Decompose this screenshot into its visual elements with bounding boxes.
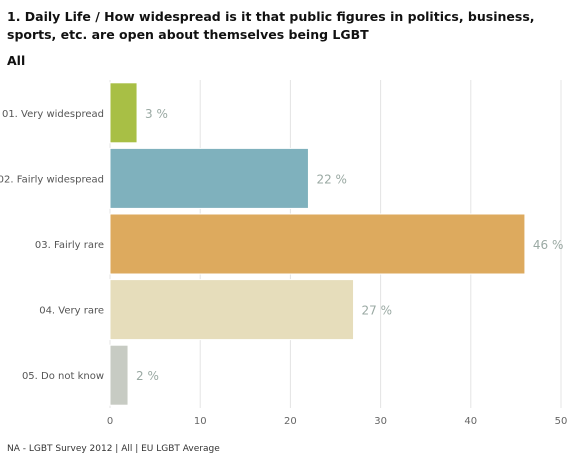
bar[interactable] [109,147,309,209]
category-label: 05. Do not know [22,371,104,382]
bar[interactable] [109,82,138,144]
category-labels: 01. Very widespread 02. Fairly widespread… [0,109,104,382]
category-label: 04. Very rare [39,306,104,317]
bar-chart: 01. Very widespread 02. Fairly widespread… [0,80,568,427]
x-axis-ticks: 0 10 20 30 40 50 [107,416,568,427]
value-label: 22 % [316,172,347,186]
x-tick-label: 20 [284,416,297,427]
bars [109,82,526,406]
category-label: 02. Fairly widespread [0,174,104,185]
x-tick-label: 0 [107,416,113,427]
value-label: 46 % [533,238,564,252]
value-label: 27 % [362,304,393,318]
x-tick-label: 30 [374,416,387,427]
bar[interactable] [109,213,526,275]
bar[interactable] [109,344,129,406]
chart-subtitle: All [7,53,26,68]
x-tick-label: 10 [194,416,207,427]
bar[interactable] [109,279,355,341]
source-footer: NA - LGBT Survey 2012 | All | EU LGBT Av… [7,444,220,454]
value-labels: 3 % 22 % 46 % 27 % 2 % [136,107,563,383]
chart-title: 1. Daily Life / How widespread is it tha… [7,9,535,42]
value-label: 2 % [136,369,159,383]
x-tick-label: 40 [464,416,477,427]
value-label: 3 % [145,107,168,121]
category-label: 01. Very widespread [2,109,104,120]
x-tick-label: 50 [555,416,568,427]
category-label: 03. Fairly rare [35,240,104,251]
